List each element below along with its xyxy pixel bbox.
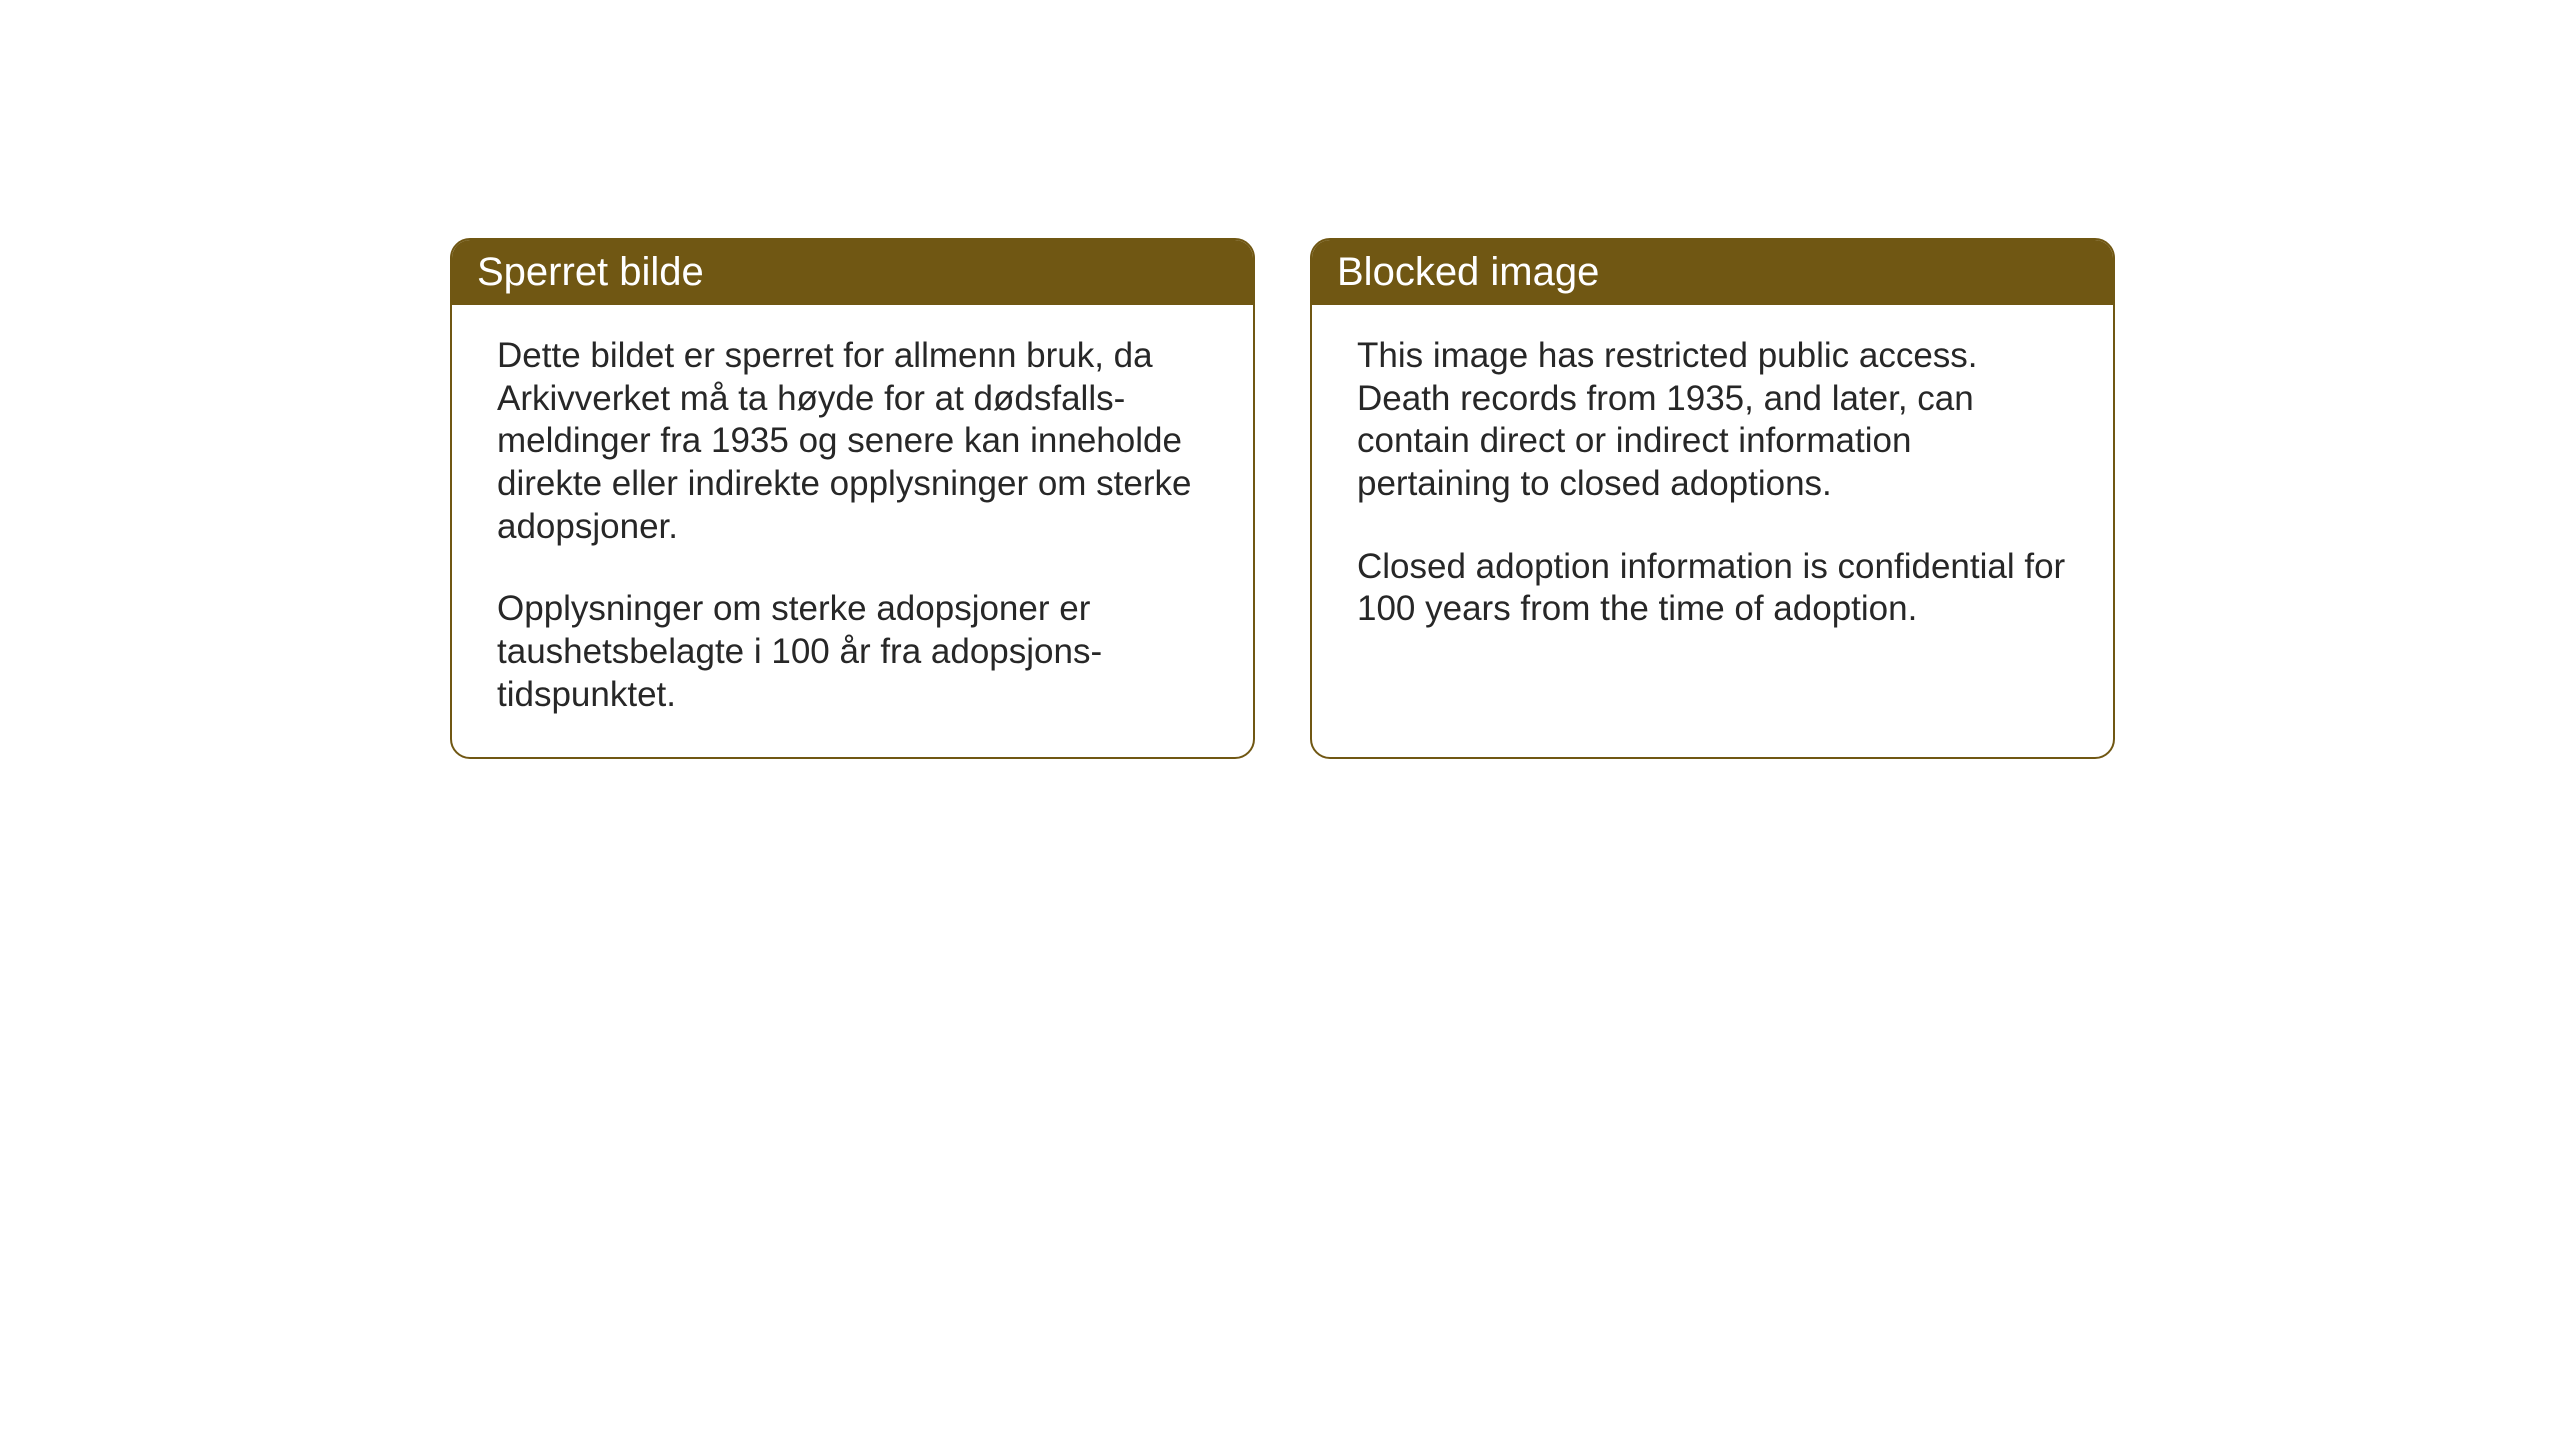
norwegian-card-title: Sperret bilde — [452, 240, 1253, 305]
notice-cards-container: Sperret bilde Dette bildet er sperret fo… — [450, 238, 2115, 759]
norwegian-notice-card: Sperret bilde Dette bildet er sperret fo… — [450, 238, 1255, 759]
english-notice-card: Blocked image This image has restricted … — [1310, 238, 2115, 759]
norwegian-paragraph-1: Dette bildet er sperret for allmenn bruk… — [497, 335, 1208, 548]
english-paragraph-2: Closed adoption information is confident… — [1357, 546, 2068, 631]
english-card-body: This image has restricted public access.… — [1312, 305, 2113, 747]
norwegian-card-body: Dette bildet er sperret for allmenn bruk… — [452, 305, 1253, 757]
english-card-title: Blocked image — [1312, 240, 2113, 305]
norwegian-paragraph-2: Opplysninger om sterke adopsjoner er tau… — [497, 588, 1208, 716]
english-paragraph-1: This image has restricted public access.… — [1357, 335, 2068, 506]
